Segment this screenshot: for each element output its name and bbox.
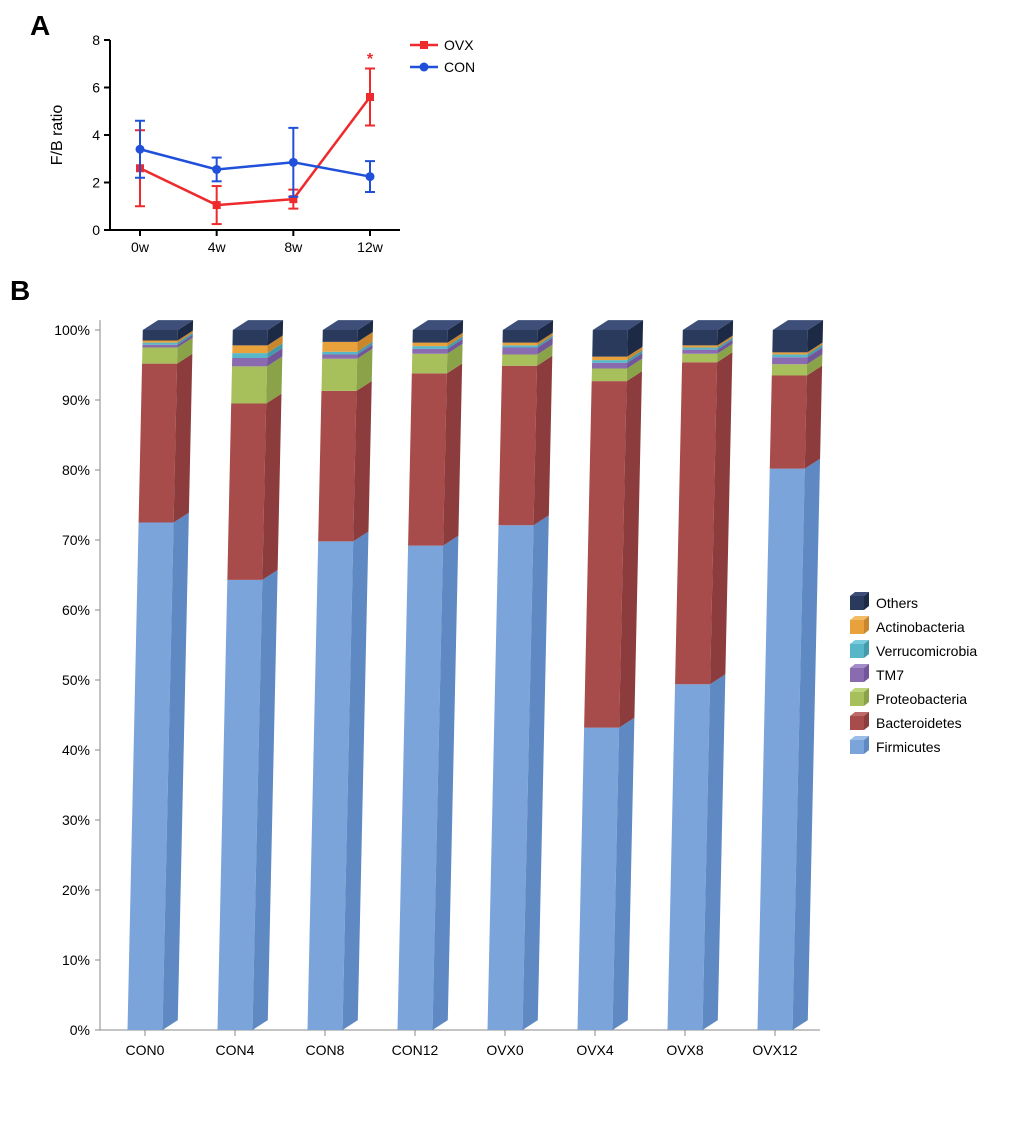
legend-item: Bacteroidetes [876,715,962,731]
legend-item: Actinobacteria [876,619,965,635]
x-tick-label: OVX8 [666,1042,704,1058]
legend-item: OVX [444,37,474,53]
x-tick-label: 0w [131,239,150,255]
y-axis-title: F/B ratio [49,105,66,166]
x-tick-label: 8w [284,239,303,255]
x-tick-label: OVX0 [486,1042,524,1058]
panel-a-label: A [30,10,50,42]
legend-item: Firmicutes [876,739,941,755]
y-tick-label: 2 [92,175,100,191]
x-tick-label: 12w [357,239,384,255]
y-tick-label: 40% [62,742,90,758]
x-tick-label: CON12 [392,1042,439,1058]
x-tick-label: 4w [208,239,227,255]
y-tick-label: 10% [62,952,90,968]
y-tick-label: 50% [62,672,90,688]
stacked-bar-chart: 0% 10% 20% 30% 40% 50% 60% 70% 80% 90% 100% CON0 CON… [20,290,1000,1090]
y-tick-label: 70% [62,532,90,548]
legend-item: TM7 [876,667,904,683]
y-tick-label: 30% [62,812,90,828]
y-tick-label: 8 [92,32,100,48]
legend-item: Others [876,595,918,611]
panel-a: A 024680w4w8w12wF/B ratio*OVXCON [40,20,540,270]
y-tick-label: 80% [62,462,90,478]
significance-marker: * [367,51,374,68]
legend-item: CON [444,59,475,75]
y-tick-label: 0 [92,222,100,238]
y-tick-label: 6 [92,80,100,96]
y-tick-label: 60% [62,602,90,618]
y-tick-label: 4 [92,127,100,143]
panel-b-label: B [10,275,30,307]
panel-b: B 0%10%20%30%40%50%60%70%80%90%100%CON0C… [20,290,1000,1090]
y-tick-label: 100% [54,322,90,338]
x-tick-label: OVX4 [576,1042,614,1058]
legend-item: Verrucomicrobia [876,643,977,659]
x-tick-label: CON8 [306,1042,345,1058]
x-tick-label: CON0 [126,1042,165,1058]
legend-item: Proteobacteria [876,691,967,707]
x-tick-label: OVX12 [752,1042,797,1058]
y-tick-label: 0% [70,1022,90,1038]
line-chart: 0 2 4 6 8 0w 4w 8w 12w F/B ratio * OVX CON [40,20,540,270]
x-tick-label: CON4 [216,1042,255,1058]
y-tick-label: 20% [62,882,90,898]
y-tick-label: 90% [62,392,90,408]
